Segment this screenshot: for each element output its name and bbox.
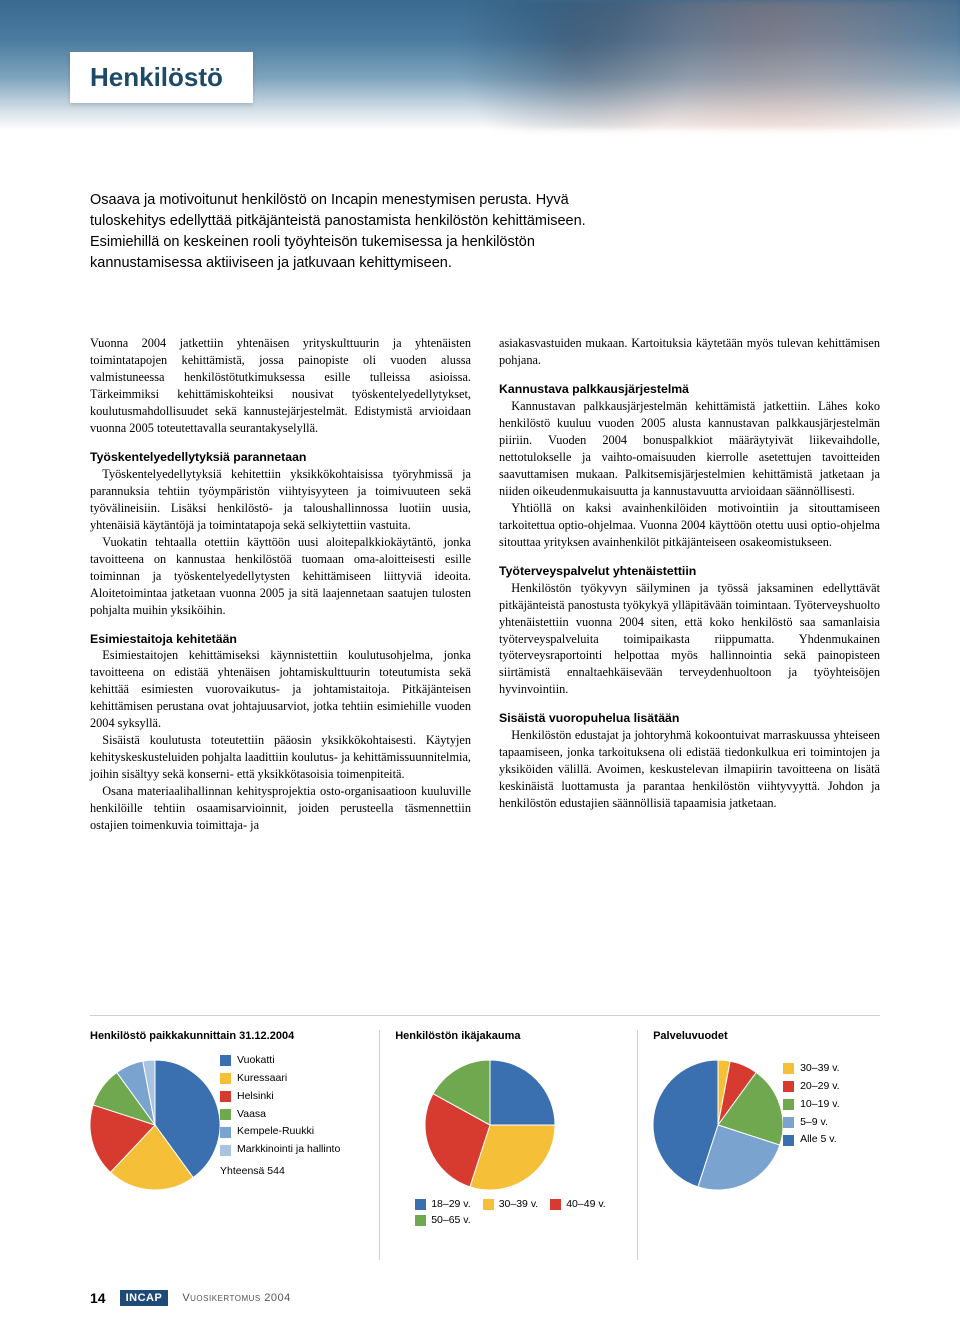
divider [637, 1030, 638, 1260]
body-text: Työskentelyedellytyksiä kehitettiin yksi… [90, 466, 471, 534]
body-text: Henkilöstön työkyvyn säilyminen ja työss… [499, 580, 880, 699]
chart-locations: Henkilöstö paikkakunnittain 31.12.2004 V… [90, 1030, 364, 1265]
right-column: asiakasvastuiden mukaan. Kartoituksia kä… [499, 335, 880, 834]
legend-item: 5–9 v. [783, 1114, 840, 1132]
page-title: Henkilöstö [70, 52, 253, 103]
legend-item: 40–49 v. [550, 1198, 606, 1210]
legend-item: 30–39 v. [483, 1198, 539, 1210]
legend-total: Yhteensä 544 [220, 1163, 340, 1181]
body-text: Vuokatin tehtaalla otettiin käyttöön uus… [90, 534, 471, 619]
subheading: Kannustava palkkausjärjestelmä [499, 381, 880, 398]
body-columns: Vuonna 2004 jatkettiin yhtenäisen yritys… [90, 335, 880, 834]
subheading: Sisäistä vuoropuhelua lisätään [499, 710, 880, 727]
body-text: Vuonna 2004 jatkettiin yhtenäisen yritys… [90, 335, 471, 437]
legend-item: 10–19 v. [783, 1096, 840, 1114]
chart-legend: VuokattiKuressaariHelsinkiVaasaKempele-R… [220, 1052, 340, 1265]
legend-item: Markkinointi ja hallinto [220, 1141, 340, 1159]
body-text: asiakasvastuiden mukaan. Kartoituksia kä… [499, 335, 880, 369]
legend-item: Alle 5 v. [783, 1131, 840, 1149]
page-footer: 14 INCAP Vuosikertomus 2004 [90, 1290, 291, 1306]
chart-title: Palveluvuodet [653, 1030, 880, 1042]
legend-item: 30–39 v. [783, 1060, 840, 1078]
pie-chart [90, 1060, 220, 1190]
chart-legend: 30–39 v.20–29 v.10–19 v.5–9 v.Alle 5 v. [783, 1060, 840, 1265]
legend-item: Kuressaari [220, 1070, 340, 1088]
body-text: Kannustavan palkkausjärjestelmän kehittä… [499, 398, 880, 500]
chart-service-years: Palveluvuodet 30–39 v.20–29 v.10–19 v.5–… [653, 1030, 880, 1265]
legend-item: Vaasa [220, 1106, 340, 1124]
pie-chart [425, 1060, 555, 1190]
page-number: 14 [90, 1290, 106, 1306]
chart-age: Henkilöstön ikäjakauma 18–29 v. 30–39 v. 4… [395, 1030, 622, 1265]
subheading: Esimiestaitoja kehitetään [90, 631, 471, 648]
body-text: Osana materiaalihallinnan kehitysprojekt… [90, 783, 471, 834]
divider [379, 1030, 380, 1260]
legend-item: Kempele-Ruukki [220, 1123, 340, 1141]
body-text: Esimiestaitojen kehittämiseksi käynniste… [90, 647, 471, 732]
chart-legend: 18–29 v. 30–39 v. 40–49 v. 50–65 v. [395, 1198, 622, 1226]
body-text: Henkilöstön edustajat ja johtoryhmä koko… [499, 727, 880, 812]
subheading: Työskentelyedellytyksiä parannetaan [90, 449, 471, 466]
legend-item: 50–65 v. [415, 1214, 471, 1226]
legend-item: 18–29 v. [415, 1198, 471, 1210]
brand-logo: INCAP [120, 1290, 169, 1306]
chart-title: Henkilöstö paikkakunnittain 31.12.2004 [90, 1030, 364, 1042]
left-column: Vuonna 2004 jatkettiin yhtenäisen yritys… [90, 335, 471, 834]
footer-text: Vuosikertomus 2004 [182, 1292, 290, 1304]
legend-item: 20–29 v. [783, 1078, 840, 1096]
subheading: Työterveyspalvelut yhtenäistettiin [499, 563, 880, 580]
charts-section: Henkilöstö paikkakunnittain 31.12.2004 V… [90, 1015, 880, 1265]
intro-paragraph: Osaava ja motivoitunut henkilöstö on Inc… [90, 190, 610, 274]
legend-item: Helsinki [220, 1088, 340, 1106]
body-text: Yhtiöllä on kaksi avainhenkilöiden motiv… [499, 500, 880, 551]
pie-chart [653, 1060, 783, 1190]
legend-item: Vuokatti [220, 1052, 340, 1070]
chart-title: Henkilöstön ikäjakauma [395, 1030, 622, 1042]
body-text: Sisäistä koulutusta toteutettiin pääosin… [90, 732, 471, 783]
